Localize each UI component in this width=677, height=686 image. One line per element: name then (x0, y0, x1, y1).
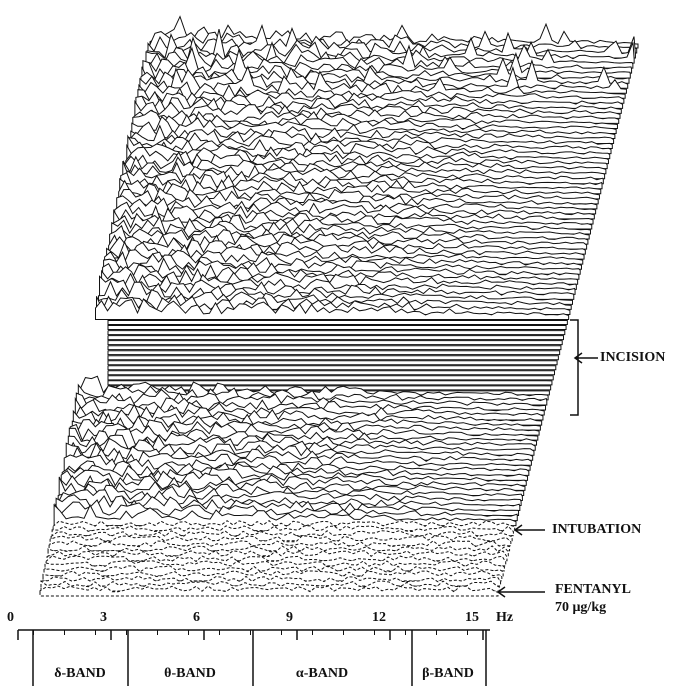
trace (107, 335, 565, 341)
trace (107, 320, 568, 326)
band-label: θ-BAND (164, 666, 216, 681)
spectral-array (39, 15, 639, 597)
band-label: δ-BAND (54, 666, 106, 681)
trace (136, 90, 622, 114)
trace (61, 464, 527, 486)
tick-label: 15 (465, 610, 479, 625)
trace (52, 519, 516, 532)
trace (139, 65, 626, 99)
trace (106, 240, 584, 265)
trace (78, 375, 549, 401)
axis-unit: Hz (496, 610, 513, 625)
incision-arrow (573, 352, 598, 364)
trace (94, 297, 570, 320)
trace (107, 380, 553, 386)
incision-bracket (570, 319, 579, 416)
trace (40, 580, 500, 592)
trace (107, 340, 563, 346)
trace (129, 124, 613, 150)
trace (119, 177, 600, 200)
trace (107, 325, 567, 331)
trace (107, 330, 566, 336)
intubation-label: INTUBATION (552, 522, 641, 537)
dose-label: 70 μg/kg (555, 600, 606, 615)
trace (42, 570, 503, 582)
trace (107, 355, 559, 361)
fentanyl-arrow (496, 586, 545, 598)
tick-label: 6 (193, 610, 200, 625)
trace (55, 494, 520, 517)
trace (123, 155, 606, 180)
trace (137, 87, 624, 109)
frequency-axis: 0 3 6 9 12 15 Hz δ-BAND θ-BAND α-BAND β-BAND (7, 610, 513, 686)
trace (107, 370, 556, 376)
band-label: β-BAND (422, 666, 474, 681)
trace (102, 263, 579, 285)
trace (43, 565, 504, 577)
intubation-arrow (513, 524, 545, 536)
fentanyl-label: FENTANYL (555, 582, 631, 597)
trace (107, 350, 561, 356)
trace (140, 66, 627, 94)
incision-label: INCISION (600, 350, 665, 365)
trace (50, 530, 513, 542)
tick-label: 12 (372, 610, 386, 625)
trace (107, 360, 558, 366)
trace (47, 545, 509, 557)
trace (107, 365, 557, 371)
trace (128, 132, 612, 155)
band-label: α-BAND (296, 666, 348, 681)
trace (107, 375, 554, 381)
trace (54, 499, 518, 522)
trace (107, 345, 562, 351)
tick-label: 9 (286, 610, 293, 625)
annotations: INCISION INTUBATION FENTANYL 70 μg/kg (496, 319, 665, 615)
trace (46, 550, 508, 562)
tick-label: 0 (7, 610, 14, 625)
trace (39, 585, 499, 597)
tick-label: 3 (100, 610, 107, 625)
